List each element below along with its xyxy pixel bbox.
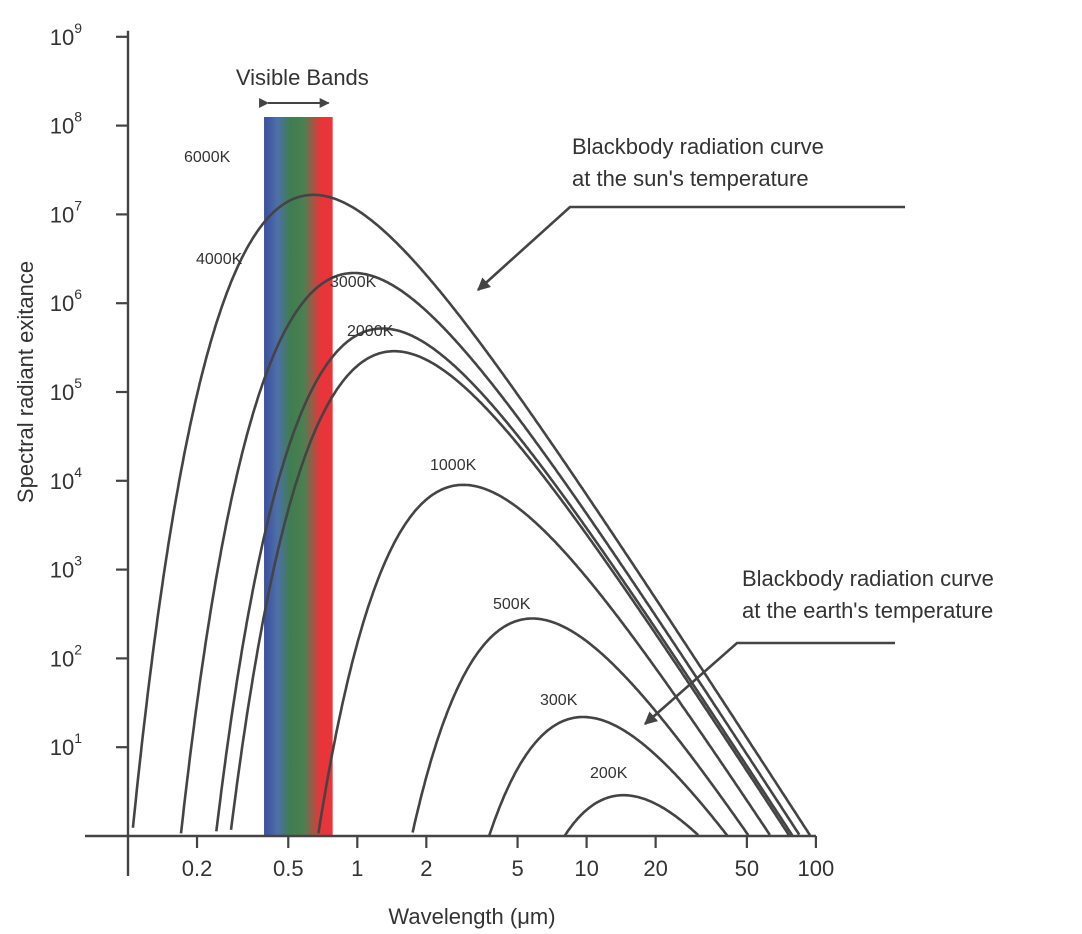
x-tick-label: 10 xyxy=(574,856,598,881)
y-tick-label: 109 xyxy=(50,20,82,50)
x-tick-label: 0.2 xyxy=(182,856,213,881)
x-tick-label: 5 xyxy=(511,856,523,881)
y-tick-label: 102 xyxy=(50,641,82,671)
y-tick-label: 104 xyxy=(50,464,82,494)
x-tick-label: 20 xyxy=(643,856,667,881)
curve-1000k xyxy=(317,483,771,836)
curve-label-3000k: 3000K xyxy=(330,274,377,291)
curve-label-500k: 500K xyxy=(493,596,531,613)
curve-4000k xyxy=(179,271,801,836)
y-tick-label: 101 xyxy=(50,730,82,760)
x-tick-label: 1 xyxy=(351,856,363,881)
annotation-sun-line-1: Blackbody radiation curve xyxy=(572,134,824,159)
x-tick-label: 50 xyxy=(735,856,759,881)
annotation-earth-line-1: Blackbody radiation curve xyxy=(742,566,994,591)
curve-label-2000k: 2000K xyxy=(347,323,394,340)
annotation-sun-arrow xyxy=(477,205,905,291)
y-tick-label: 105 xyxy=(50,375,82,405)
visible-band-label: Visible Bands xyxy=(236,65,369,90)
y-tick-label: 106 xyxy=(50,286,82,316)
curve-label-6000k: 6000K xyxy=(184,149,231,166)
y-tick-label: 107 xyxy=(50,197,82,227)
axes-layer: 0.2 0.5 1 2 5 10 20 50 100 101 102 103 104 105 106 107 1… xyxy=(13,20,834,929)
y-axis-title: Spectral radiant exitance xyxy=(13,261,38,503)
x-tick-label: 2 xyxy=(420,856,432,881)
curve-label-300k: 300K xyxy=(540,692,578,709)
visible-band-layer: Visible Bands xyxy=(236,65,369,836)
curve-500k xyxy=(411,617,750,836)
y-tick-label: 108 xyxy=(50,109,82,139)
curve-6000k xyxy=(131,193,812,836)
x-axis-title: Wavelength (μm) xyxy=(388,904,555,929)
labels-layer: 6000K 4000K 3000K 2000K 1000K 500K 300K 200K xyxy=(184,149,628,782)
curve-300k xyxy=(487,715,729,837)
annotations-layer: Blackbody radiation curve at the sun's te… xyxy=(477,134,994,725)
curve-3000k xyxy=(215,327,794,837)
curve-label-4000k: 4000K xyxy=(196,251,243,268)
curve-200k xyxy=(563,793,700,837)
curves-layer xyxy=(131,193,812,837)
x-tick-label: 0.5 xyxy=(273,856,304,881)
y-tick-label: 103 xyxy=(50,553,82,583)
x-tick-label: 100 xyxy=(798,856,835,881)
curve-label-200k: 200K xyxy=(590,765,628,782)
annotation-earth-arrow xyxy=(644,641,895,725)
annotation-earth-line-2: at the earth's temperature xyxy=(742,598,993,623)
curve-2000k xyxy=(229,349,791,837)
annotation-sun-line-2: at the sun's temperature xyxy=(572,166,809,191)
curve-label-1000k: 1000K xyxy=(430,457,477,474)
